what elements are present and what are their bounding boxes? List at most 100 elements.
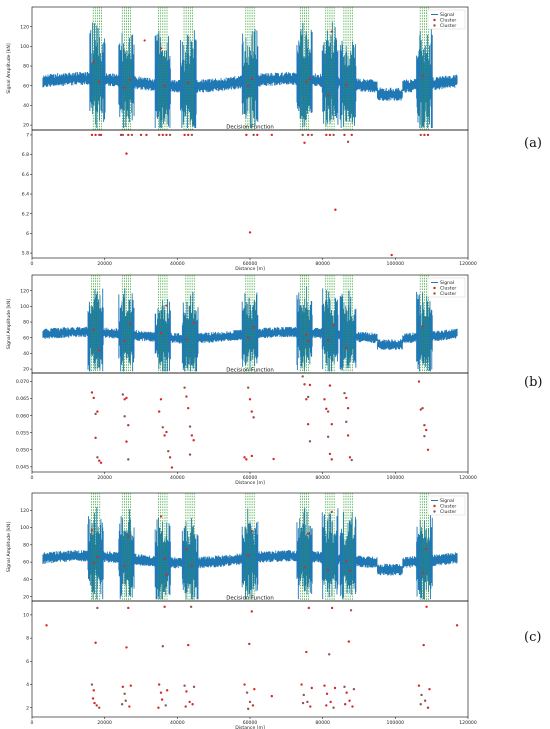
decision-point (159, 691, 163, 694)
decision-point (188, 700, 191, 704)
y-tick-label: 6.2 (22, 211, 29, 217)
decision-point (423, 133, 426, 137)
decision-point (90, 683, 94, 686)
y-tick-label: 4 (26, 682, 29, 688)
signal-plot-2 (30, 492, 469, 602)
decision-point (350, 133, 353, 137)
decision-point (308, 383, 312, 387)
decision-point (306, 395, 310, 399)
y-tick-label: 0.055 (16, 430, 29, 436)
decision-point (347, 640, 351, 643)
cluster-point (96, 555, 99, 559)
decision-point (127, 133, 130, 137)
decision-point (303, 383, 306, 386)
decision-point (165, 133, 168, 137)
cluster-point (327, 338, 330, 342)
x-tick-label: 20000 (97, 261, 112, 267)
decision-point (349, 609, 353, 612)
decision-point (422, 643, 425, 647)
y-tick-label: 80 (23, 542, 29, 548)
decision-point (332, 706, 335, 709)
decision-point (189, 605, 193, 608)
x-tick-label: 100000 (387, 475, 405, 481)
decision-point (93, 701, 96, 705)
decision-point (121, 133, 125, 137)
decision-point (425, 605, 428, 608)
x-tick-label: 0 (31, 475, 34, 481)
decision-point (345, 396, 348, 400)
decision-point (252, 133, 255, 137)
y-tick-label: 120 (20, 508, 29, 514)
decision-point (248, 398, 252, 401)
decision-point (323, 398, 326, 401)
legend-cluster-label: Cluster (440, 18, 456, 24)
decision-point (308, 440, 312, 443)
decision-point (160, 698, 164, 701)
y-tick-label: 0.065 (16, 396, 29, 402)
decision-point (428, 687, 431, 691)
x-tick-label: 80000 (315, 720, 330, 726)
decision-point (420, 693, 423, 697)
decision-point (125, 646, 128, 649)
decision-point (329, 700, 332, 704)
y-tick-label: 40 (23, 577, 29, 583)
decision-point (185, 690, 188, 693)
legend-cluster-label: Cluster (440, 504, 456, 510)
decision-point (125, 440, 128, 443)
y-tick-label: 20 (23, 594, 29, 600)
decision-point (139, 133, 143, 137)
cluster-point (345, 560, 348, 563)
cluster-point (421, 74, 424, 77)
decision-point (168, 133, 172, 137)
cluster-point (252, 326, 255, 329)
decision-title: Decision Function (226, 596, 274, 602)
decision-point (455, 624, 459, 627)
decision-point (187, 406, 190, 410)
decision-point (168, 456, 172, 459)
cluster-point (98, 80, 101, 83)
decision-point (185, 395, 188, 398)
decision-point (328, 384, 332, 387)
decision-point (303, 141, 306, 144)
legend-cluster-swatch (433, 18, 436, 22)
decision-point (191, 703, 194, 706)
decision-point (163, 434, 166, 437)
decision-point (310, 133, 313, 137)
y-tick-label: 80 (23, 320, 29, 326)
decision-point (330, 458, 333, 461)
decision-point (323, 684, 326, 687)
decision-point (127, 458, 130, 461)
decision-point (250, 410, 254, 413)
decision-point (246, 386, 250, 389)
decision-point (99, 133, 103, 137)
cluster-point (327, 94, 330, 97)
decision-point (417, 380, 421, 383)
decision-point (348, 456, 352, 459)
cluster-point (165, 304, 168, 307)
decision-point (301, 133, 304, 137)
cluster-point (345, 346, 348, 350)
legend-cluster-swatch (433, 510, 436, 513)
decision-point (190, 133, 194, 137)
decision-point (325, 704, 328, 707)
decision-point (326, 410, 330, 413)
decision-point (343, 391, 346, 395)
cluster-point (159, 331, 163, 335)
y-tick-label: 6.4 (22, 192, 29, 198)
cluster-point (123, 339, 126, 342)
cluster-point (129, 322, 132, 325)
cluster-point (348, 569, 352, 572)
decision-point (170, 466, 174, 469)
decision-point (306, 700, 309, 704)
decision-point (183, 386, 186, 389)
decision-point (248, 700, 252, 704)
cluster-point (303, 566, 306, 569)
decision-title: Decision Function (226, 368, 274, 374)
decision-point (187, 133, 190, 137)
decision-point (426, 133, 430, 137)
cluster-point (247, 84, 250, 87)
decision-point (419, 408, 422, 411)
decision-point (164, 704, 167, 707)
decision-point (161, 645, 164, 648)
decision-point (187, 643, 190, 647)
